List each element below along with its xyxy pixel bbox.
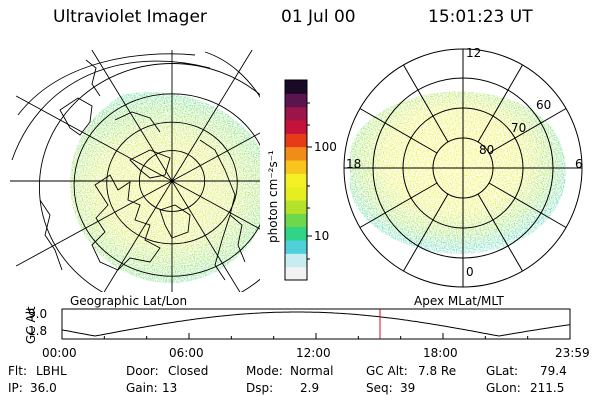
mlt-label-18: 18 [346,157,362,171]
mlat-label-60: 60 [536,98,552,112]
altitude-xtick-2359: 23:59 [555,346,590,360]
info-mode-value: Normal [290,364,334,378]
latlon-grid [10,50,260,292]
coastline [199,139,236,281]
coastline [39,199,63,271]
info-ip-key: IP: [8,381,23,395]
info-dsp-key: Dsp: [246,381,274,395]
colorbar-segment [285,240,307,254]
left-caption: Geographic Lat/Lon [70,294,188,308]
coastline [59,97,93,136]
mlt-meridian [477,193,523,272]
image-date: 01 Jul 00 [281,7,356,27]
mlt-meridian [403,64,449,143]
mlt-meridian [359,182,438,228]
image-time: 15:01:23 UT [428,7,533,27]
altitude-xtick-1800: 18:00 [423,346,458,360]
longitude-line [15,95,173,182]
mlt-meridian [488,108,567,154]
coastline-overlay [39,59,246,281]
coastline [229,214,246,263]
coastline [85,59,101,97]
colorbar-segment [285,133,307,148]
mlt-meridian [477,64,523,143]
latitude-arc [11,60,211,161]
right-caption: Apex MLat/MLT [414,294,504,308]
coastline [91,174,161,271]
mlat-label-70: 70 [511,121,527,135]
colorbar-segment [285,160,307,174]
mlt-meridian [359,108,438,154]
info-seq-key: Seq: [366,381,393,395]
longitude-line [15,180,173,267]
coastline [129,149,171,179]
altitude-xtick-1200: 12:00 [296,346,331,360]
colorbar-segment [285,173,307,188]
info-gcalt-value: 7.8 Re [418,364,457,378]
auroral-emission-right [350,91,566,255]
instrument-title: Ultraviolet Imager [53,7,207,27]
mlt-meridian [403,193,449,272]
colorbar-segment [285,146,307,161]
longitude-line [103,180,173,292]
colorbar-segment [285,80,307,94]
colorbar-tick-100: 100 [314,140,337,154]
mlt-label-0: 0 [466,265,474,279]
longitude-line [171,132,260,182]
auroral-emission-left [70,92,260,283]
altitude-xtick-0000: 00:00 [42,346,77,360]
info-glat-key: GLat: [486,364,519,378]
info-seq-value: 39 [400,381,416,395]
altitude-curve [61,311,571,337]
info-gcalt-key: GC Alt: [366,364,408,378]
colorbar-segment [285,213,307,228]
mlt-label-12: 12 [466,46,482,60]
colorbar-segment [285,253,307,268]
info-ip-value: 36.0 [30,381,57,395]
colorbar-segment [285,226,307,241]
coastline [159,204,191,239]
info-glat-value: 79.4 [540,364,567,378]
info-door-key: Door: [126,364,159,378]
info-door-value: Closed [168,364,209,378]
altitude-xtick-0600: 06:00 [169,346,204,360]
colorbar-segment [285,200,307,214]
colorbar [284,79,308,281]
mlt-meridian [488,182,567,228]
mlat-label-80: 80 [479,143,495,157]
info-gain-value: 13 [162,381,178,395]
info-glon-value: 211.5 [530,381,565,395]
altitude-x-ticks [61,333,571,339]
info-dsp-value: 2.9 [300,381,320,395]
info-flt-key: Flt: [8,364,27,378]
info-gain-key: Gain: [126,381,158,395]
info-mode-key: Mode: [246,364,283,378]
colorbar-segment [285,120,307,134]
info-glon-key: GLon: [486,381,521,395]
info-flt-value: LBHL [36,364,67,378]
latitude-arc [17,51,260,116]
coastline [114,111,161,133]
mlat-mlt-grid [343,48,583,288]
longitude-line [91,50,173,182]
longitude-line [171,180,260,230]
mlt-label-6: 6 [575,157,583,171]
colorbar-tick-10: 10 [314,229,330,243]
colorbar-segment [285,106,307,121]
longitude-line [171,50,253,182]
altitude-ytick-1: 1.8 [28,324,48,338]
colorbar-segment [285,186,307,201]
altitude-ytick-9: 9.0 [28,307,48,321]
longitude-line [171,180,241,292]
colorbar-segment [285,93,307,108]
colorbar-segment [285,266,307,281]
